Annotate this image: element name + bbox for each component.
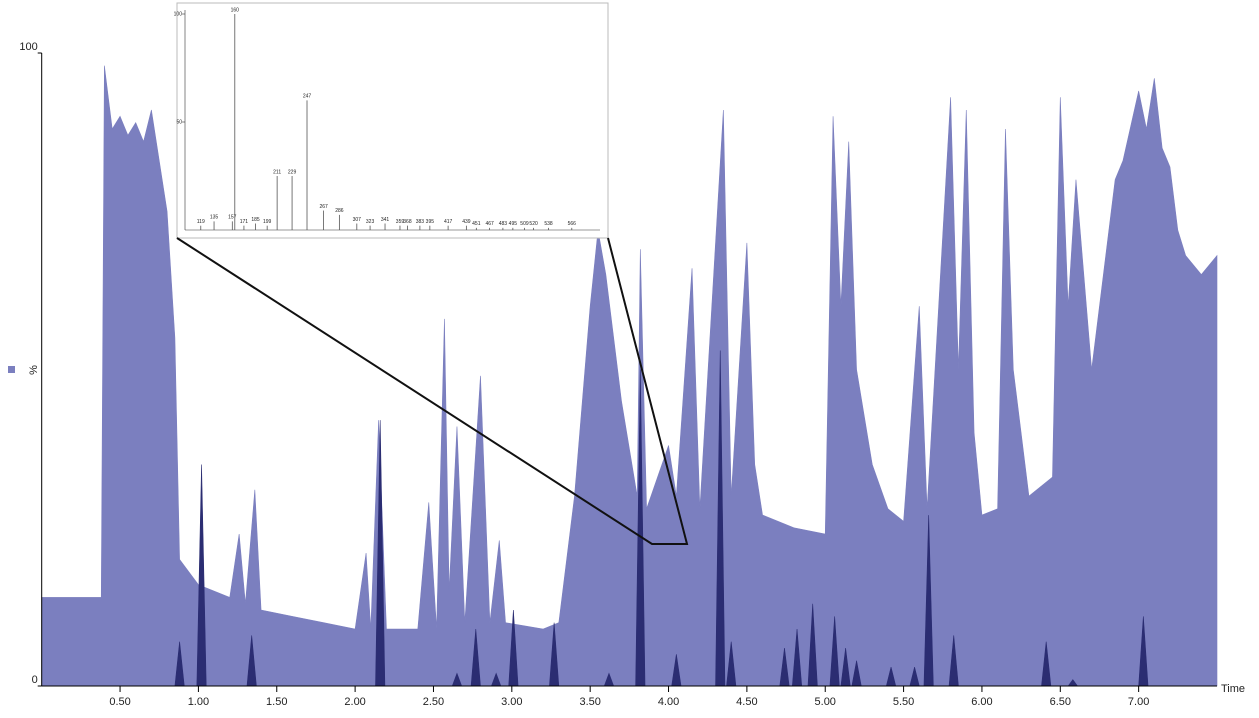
peak-label: 323 [366, 219, 375, 225]
peak-label: 247 [303, 94, 312, 100]
peak-label: 359 [396, 219, 405, 225]
x-tick-label: 2.50 [423, 696, 444, 708]
x-tick-label: 7.00 [1128, 696, 1149, 708]
peak-label: 368 [403, 219, 412, 225]
inset-y-tick-label: 50 [176, 119, 182, 125]
x-tick-label: 6.00 [971, 696, 992, 708]
x-tick-label: 5.50 [893, 696, 914, 708]
peak-label: 267 [319, 204, 328, 210]
peak-label: 467 [485, 221, 494, 227]
spectrum-inset: 50 100 119 135 157 160 171 185 199 211 229 247 267 28… [174, 2, 609, 239]
peak-label: 509 [520, 221, 529, 227]
peak-label: 160 [231, 7, 240, 13]
series-area [41, 65, 1218, 687]
y-tick-label: 0 [32, 674, 38, 686]
peak-label: 483 [499, 221, 508, 227]
x-axis-label: Time [1221, 683, 1245, 695]
peak-label: 229 [288, 169, 297, 175]
x-tick-label: 3.00 [501, 696, 522, 708]
x-tick-label: 3.50 [579, 696, 600, 708]
legend-swatch [8, 366, 15, 373]
peak-label: 199 [263, 219, 272, 225]
zoom-lines [176, 237, 689, 545]
peak-label: 395 [426, 219, 435, 225]
peak-label: 171 [240, 219, 249, 225]
x-tick-label: 1.00 [188, 696, 209, 708]
x-tick-label: 2.00 [344, 696, 365, 708]
x-tick-label: 6.50 [1050, 696, 1071, 708]
x-tick-label: 4.50 [736, 696, 757, 708]
peak-label: 520 [529, 221, 538, 227]
peak-label: 417 [444, 219, 453, 225]
peak-label: 157 [228, 215, 237, 221]
peak-label: 211 [273, 169, 281, 175]
y-tick-label: 100 [19, 41, 37, 53]
chromatogram: 0.50 1.00 1.50 2.00 2.50 3.00 3.50 4.00 4.50 5.00… [19, 41, 1218, 708]
peak-label: 286 [335, 208, 344, 214]
inset-frame [176, 2, 609, 239]
peak-label: 185 [251, 217, 260, 223]
peak-label: 341 [381, 217, 390, 223]
peak-label: 307 [353, 217, 362, 223]
y-axis-label: % [28, 365, 40, 375]
peak-label: 495 [509, 221, 518, 227]
peak-label: 566 [568, 221, 577, 227]
x-tick-label: 0.50 [109, 696, 130, 708]
x-tick-label: 1.50 [266, 696, 287, 708]
inset-y-tick-label: 100 [174, 11, 183, 17]
peak-label: 135 [210, 215, 219, 221]
x-tick-label: 4.00 [658, 696, 679, 708]
peak-label: 383 [416, 219, 425, 225]
peak-label: 119 [197, 219, 205, 225]
peak-label: 538 [544, 221, 553, 227]
peak-label: 451 [472, 221, 481, 227]
x-tick-label: 5.00 [815, 696, 836, 708]
peak-label: 439 [462, 219, 471, 225]
zoom-connector [176, 237, 689, 545]
